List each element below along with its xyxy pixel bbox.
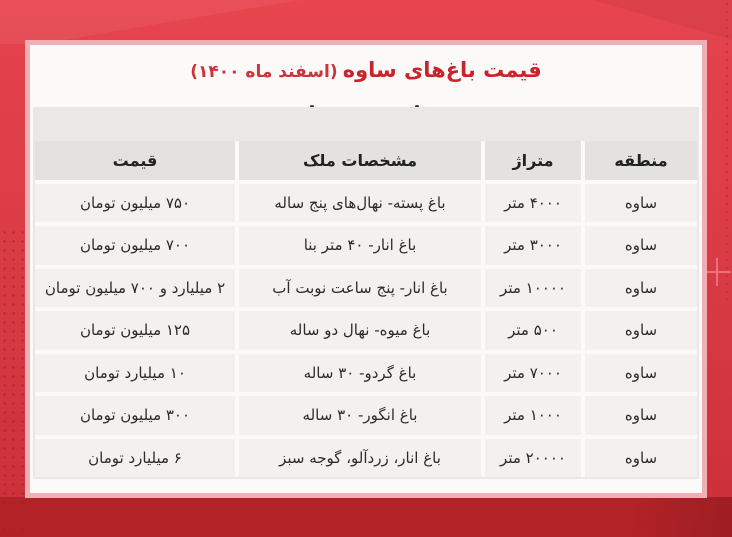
table-container: منطقه متراژ مشخصات ملک قیمت ساوه ۴۰۰۰ مت… (33, 107, 699, 479)
background-facet (592, 0, 732, 40)
cell-area: ۳۰۰۰ متر (485, 226, 581, 265)
column-header-region: منطقه (585, 141, 697, 180)
bottom-red-band (0, 497, 732, 537)
cell-specs: باغ انار- ۴۰ متر بنا (239, 226, 481, 265)
cell-price: ۱۰ میلیارد تومان (35, 353, 235, 392)
cell-region: ساوه (585, 396, 697, 435)
cell-specs: باغ گردو- ۳۰ ساله (239, 353, 481, 392)
cell-region: ساوه (585, 438, 697, 477)
cell-region: ساوه (585, 353, 697, 392)
cell-region: ساوه (585, 183, 697, 222)
cell-area: ۱۰۰۰ متر (485, 396, 581, 435)
cell-price: ۶ میلیارد تومان (35, 438, 235, 477)
cropped-text-artifact (415, 105, 419, 108)
column-header-specs: مشخصات ملک (239, 141, 481, 180)
cell-region: ساوه (585, 311, 697, 350)
title-main: قیمت باغ‌های ساوه (342, 58, 542, 82)
cell-price: ۷۵۰ میلیون تومان (35, 183, 235, 222)
price-table: منطقه متراژ مشخصات ملک قیمت ساوه ۴۰۰۰ مت… (35, 141, 697, 477)
cropped-text-artifact (310, 105, 314, 108)
page-title: قیمت باغ‌های ساوه (اسفند ماه ۱۴۰۰) (30, 58, 702, 82)
dot-texture (0, 228, 28, 537)
cell-price: ۱۲۵ میلیون تومان (35, 311, 235, 350)
column-header-area: متراژ (485, 141, 581, 180)
title-date: (اسفند ماه ۱۴۰۰) (190, 62, 338, 82)
cell-area: ۷۰۰۰ متر (485, 353, 581, 392)
cell-area: ۴۰۰۰ متر (485, 183, 581, 222)
cell-specs: باغ میوه- نهال دو ساله (239, 311, 481, 350)
plus-icon (703, 258, 731, 286)
cell-specs: باغ انار، زردآلو، گوجه سبز (239, 438, 481, 477)
cell-area: ۲۰۰۰۰ متر (485, 438, 581, 477)
cell-price: ۲ میلیارد و ۷۰۰ میلیون تومان (35, 268, 235, 307)
background-facet (0, 0, 300, 44)
cell-area: ۱۰۰۰۰ متر (485, 268, 581, 307)
cell-specs: باغ انار- پنج ساعت نوبت آب (239, 268, 481, 307)
cell-region: ساوه (585, 268, 697, 307)
cell-price: ۷۰۰ میلیون تومان (35, 226, 235, 265)
cell-specs: باغ انگور- ۳۰ ساله (239, 396, 481, 435)
content-panel: قیمت باغ‌های ساوه (اسفند ماه ۱۴۰۰) منطقه… (25, 40, 707, 498)
cell-region: ساوه (585, 226, 697, 265)
column-header-price: قیمت (35, 141, 235, 180)
dot-texture (723, 0, 732, 300)
cell-area: ۵۰۰ متر (485, 311, 581, 350)
cell-specs: باغ پسته- نهال‌های پنج ساله (239, 183, 481, 222)
cell-price: ۳۰۰ میلیون تومان (35, 396, 235, 435)
